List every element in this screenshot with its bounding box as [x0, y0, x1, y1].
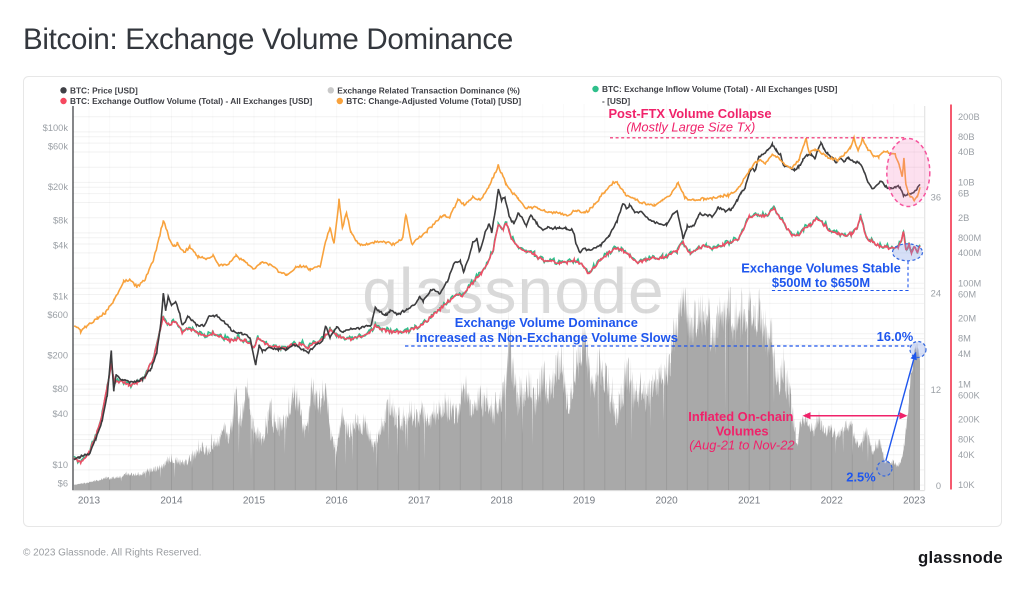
svg-text:800M: 800M: [958, 233, 981, 243]
svg-text:Exchange Related Transaction D: Exchange Related Transaction Dominance (…: [337, 85, 520, 95]
svg-text:2022: 2022: [821, 496, 844, 507]
svg-text:4M: 4M: [958, 349, 971, 359]
svg-text:12: 12: [931, 385, 941, 395]
svg-text:40B: 40B: [958, 147, 975, 157]
svg-text:1M: 1M: [958, 379, 971, 389]
svg-text:$500M to $650M: $500M to $650M: [772, 275, 870, 290]
svg-text:Post-FTX Volume Collapse: Post-FTX Volume Collapse: [608, 106, 771, 121]
svg-text:8M: 8M: [958, 334, 971, 344]
svg-text:0: 0: [936, 481, 941, 491]
svg-text:$1k: $1k: [53, 291, 68, 301]
svg-text:- [USD]: - [USD]: [602, 96, 630, 106]
svg-text:2.5%: 2.5%: [846, 470, 876, 485]
svg-text:60M: 60M: [958, 290, 976, 300]
svg-text:2023: 2023: [903, 496, 926, 507]
svg-text:$100k: $100k: [43, 123, 69, 133]
svg-text:2020: 2020: [655, 496, 678, 507]
svg-text:glassnode: glassnode: [362, 255, 665, 327]
svg-text:2019: 2019: [573, 496, 596, 507]
svg-text:200B: 200B: [958, 112, 980, 122]
svg-text:2021: 2021: [738, 496, 761, 507]
svg-text:Exchange Volume Dominance: Exchange Volume Dominance: [455, 315, 638, 330]
svg-text:$10: $10: [52, 460, 68, 470]
svg-text:2018: 2018: [490, 496, 513, 507]
svg-text:glassnode: glassnode: [918, 548, 1003, 567]
svg-text:80K: 80K: [958, 435, 975, 445]
svg-text:© 2023 Glassnode. All Rights R: © 2023 Glassnode. All Rights Reserved.: [23, 548, 202, 559]
svg-text:600K: 600K: [958, 391, 981, 401]
svg-text:200K: 200K: [958, 415, 981, 425]
svg-text:$20k: $20k: [48, 182, 69, 192]
svg-text:$4k: $4k: [53, 241, 68, 251]
svg-text:80B: 80B: [958, 132, 975, 142]
svg-text:BTC: Exchange Outflow Volume (: BTC: Exchange Outflow Volume (Total) - A…: [70, 96, 313, 106]
svg-text:400M: 400M: [958, 248, 981, 258]
svg-text:6B: 6B: [958, 189, 969, 199]
svg-text:BTC: Price [USD]: BTC: Price [USD]: [70, 85, 138, 95]
svg-text:Volumes: Volumes: [716, 424, 769, 439]
svg-text:$60k: $60k: [48, 142, 69, 152]
svg-text:20M: 20M: [958, 314, 976, 324]
svg-text:$80: $80: [52, 384, 68, 394]
svg-text:16.0%: 16.0%: [877, 329, 914, 344]
svg-text:2014: 2014: [160, 496, 183, 507]
svg-text:Inflated On-chain: Inflated On-chain: [688, 409, 793, 424]
svg-text:(Aug-21 to Nov-22: (Aug-21 to Nov-22: [689, 438, 794, 453]
svg-text:$8k: $8k: [53, 215, 68, 225]
svg-text:BTC: Change-Adjusted Volume (T: BTC: Change-Adjusted Volume (Total) [USD…: [346, 96, 521, 106]
svg-text:BTC: Exchange Inflow Volume (T: BTC: Exchange Inflow Volume (Total) - Al…: [602, 84, 838, 94]
svg-text:24: 24: [931, 289, 941, 299]
svg-text:2015: 2015: [243, 496, 266, 507]
svg-text:$200: $200: [47, 350, 68, 360]
svg-text:10B: 10B: [958, 178, 975, 188]
svg-text:Exchange Volumes Stable: Exchange Volumes Stable: [741, 260, 901, 275]
svg-text:(Mostly Large Size Tx): (Mostly Large Size Tx): [626, 120, 755, 135]
svg-text:100M: 100M: [958, 278, 981, 288]
svg-text:2017: 2017: [408, 496, 431, 507]
svg-text:$6: $6: [58, 479, 68, 489]
svg-text:$600: $600: [47, 310, 68, 320]
svg-text:$40: $40: [52, 409, 68, 419]
svg-text:36: 36: [931, 192, 941, 202]
svg-text:10K: 10K: [958, 480, 975, 490]
svg-text:2016: 2016: [325, 496, 348, 507]
svg-text:2013: 2013: [78, 496, 101, 507]
svg-text:40K: 40K: [958, 450, 975, 460]
svg-text:2B: 2B: [958, 213, 969, 223]
svg-text:Bitcoin: Exchange Volume Domin: Bitcoin: Exchange Volume Dominance: [23, 23, 513, 56]
svg-text:Increased as Non-Exchange Volu: Increased as Non-Exchange Volume Slows: [416, 330, 678, 345]
